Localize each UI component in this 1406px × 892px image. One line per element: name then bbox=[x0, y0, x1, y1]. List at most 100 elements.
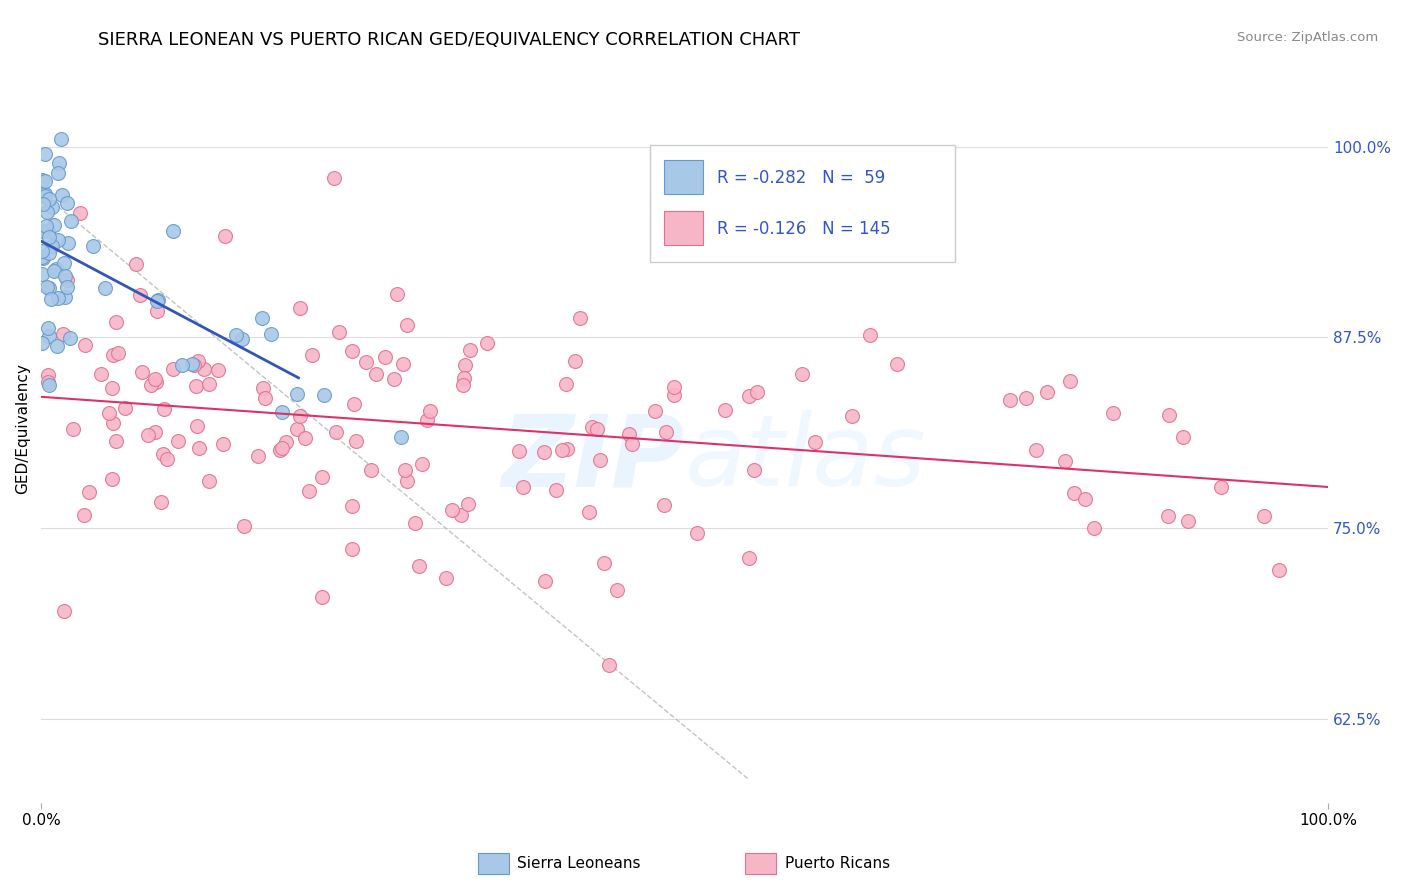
Point bbox=[581, 420, 603, 434]
Point bbox=[56, 280, 79, 294]
Point bbox=[477, 336, 499, 351]
Point bbox=[183, 358, 205, 372]
Y-axis label: GED/Equivalency: GED/Equivalency bbox=[15, 363, 30, 494]
Point bbox=[32, 251, 55, 265]
Point bbox=[34, 174, 56, 188]
Point bbox=[51, 188, 73, 202]
Point bbox=[554, 376, 576, 391]
Point bbox=[207, 363, 229, 377]
Point bbox=[886, 357, 908, 371]
Point bbox=[48, 156, 70, 170]
Text: Puerto Ricans: Puerto Ricans bbox=[785, 856, 890, 871]
Point bbox=[685, 526, 707, 541]
Point bbox=[193, 362, 215, 376]
Point bbox=[101, 472, 124, 486]
Point bbox=[578, 505, 600, 519]
Point bbox=[1177, 514, 1199, 528]
Point bbox=[198, 377, 221, 392]
Point bbox=[42, 218, 65, 232]
Point bbox=[533, 445, 555, 459]
Point bbox=[385, 286, 408, 301]
Point bbox=[457, 498, 479, 512]
Point bbox=[62, 421, 84, 435]
Point bbox=[31, 224, 53, 238]
Point bbox=[46, 233, 69, 247]
Point bbox=[188, 441, 211, 455]
Point bbox=[45, 261, 67, 276]
Point bbox=[162, 224, 184, 238]
Point bbox=[340, 542, 363, 557]
Point bbox=[392, 358, 415, 372]
Point bbox=[104, 315, 127, 329]
Point bbox=[551, 443, 574, 458]
Point bbox=[246, 449, 269, 463]
Point bbox=[745, 385, 768, 400]
Point bbox=[314, 388, 336, 402]
Point bbox=[152, 447, 174, 461]
Point bbox=[38, 378, 60, 392]
Point bbox=[31, 244, 53, 259]
Point bbox=[114, 401, 136, 415]
Point bbox=[162, 362, 184, 376]
Point bbox=[35, 280, 58, 294]
Point bbox=[544, 483, 567, 497]
Point bbox=[232, 518, 254, 533]
Point bbox=[790, 368, 813, 382]
Point bbox=[1209, 480, 1232, 494]
Text: Source: ZipAtlas.com: Source: ZipAtlas.com bbox=[1237, 31, 1378, 45]
Point bbox=[38, 281, 60, 295]
Point bbox=[211, 437, 233, 451]
Point bbox=[274, 434, 297, 449]
Point bbox=[56, 236, 79, 251]
Point bbox=[592, 556, 614, 570]
Point bbox=[589, 453, 612, 467]
Point bbox=[311, 470, 333, 484]
Point bbox=[131, 365, 153, 379]
Point bbox=[186, 379, 208, 393]
Point bbox=[714, 403, 737, 417]
Point bbox=[288, 301, 311, 316]
Point bbox=[404, 516, 426, 531]
Point bbox=[225, 328, 247, 343]
Point bbox=[360, 463, 382, 477]
Point bbox=[1171, 430, 1194, 444]
Point bbox=[39, 292, 62, 306]
Point bbox=[53, 604, 76, 618]
Point bbox=[290, 409, 312, 424]
Point bbox=[804, 435, 827, 450]
Point bbox=[453, 370, 475, 384]
Point bbox=[285, 387, 308, 401]
Text: R = -0.126   N = 145: R = -0.126 N = 145 bbox=[717, 220, 891, 238]
Point bbox=[598, 657, 620, 672]
Point bbox=[344, 434, 367, 449]
Text: Sierra Leoneans: Sierra Leoneans bbox=[517, 856, 641, 871]
Point bbox=[1253, 509, 1275, 524]
Point bbox=[271, 441, 294, 455]
Point bbox=[644, 403, 666, 417]
Point bbox=[620, 437, 643, 451]
Point bbox=[41, 200, 63, 214]
Point bbox=[69, 206, 91, 220]
Point bbox=[298, 483, 321, 498]
Point bbox=[34, 189, 56, 203]
Point bbox=[395, 318, 418, 332]
Point bbox=[186, 418, 208, 433]
Point bbox=[250, 310, 273, 325]
Point bbox=[94, 280, 117, 294]
Point bbox=[214, 229, 236, 244]
Point bbox=[419, 404, 441, 418]
Point bbox=[35, 204, 58, 219]
Point bbox=[1035, 385, 1057, 400]
Point bbox=[460, 343, 482, 357]
Point bbox=[252, 381, 274, 395]
Point bbox=[90, 368, 112, 382]
Point bbox=[37, 321, 59, 335]
Point bbox=[328, 325, 350, 339]
Point bbox=[146, 304, 169, 318]
Point bbox=[53, 268, 76, 283]
Point bbox=[60, 214, 83, 228]
Point bbox=[38, 192, 60, 206]
Point bbox=[180, 358, 202, 372]
Point bbox=[617, 427, 640, 442]
Text: atlas: atlas bbox=[685, 410, 927, 508]
